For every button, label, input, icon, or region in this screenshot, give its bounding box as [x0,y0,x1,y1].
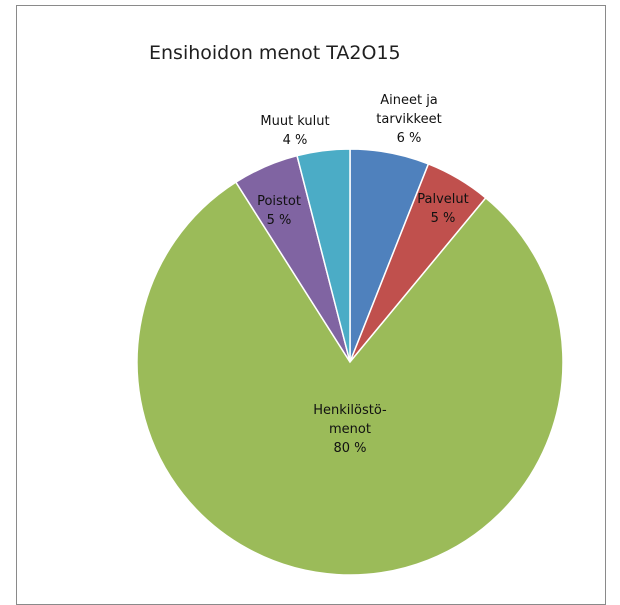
chart-title: Ensihoidon menot TA2O15 [149,42,401,64]
pie-slice-3 [136,181,564,576]
data-label-5: Muut kulut 4 % [260,114,329,148]
pie-labels: Aineet ja tarvikkeet 6 % Palvelut 5 % Henkilö… [257,93,469,456]
data-label-1: Aineet ja tarvikkeet 6 % [376,93,441,146]
data-label-4: Poistot 5 % [257,194,301,228]
pie-slice-5 [296,148,351,363]
data-label-2: Palvelut 5 % [417,192,468,226]
pie-slices [136,148,564,576]
data-label-3: Henkilöstö-menot 80 % [313,403,387,456]
